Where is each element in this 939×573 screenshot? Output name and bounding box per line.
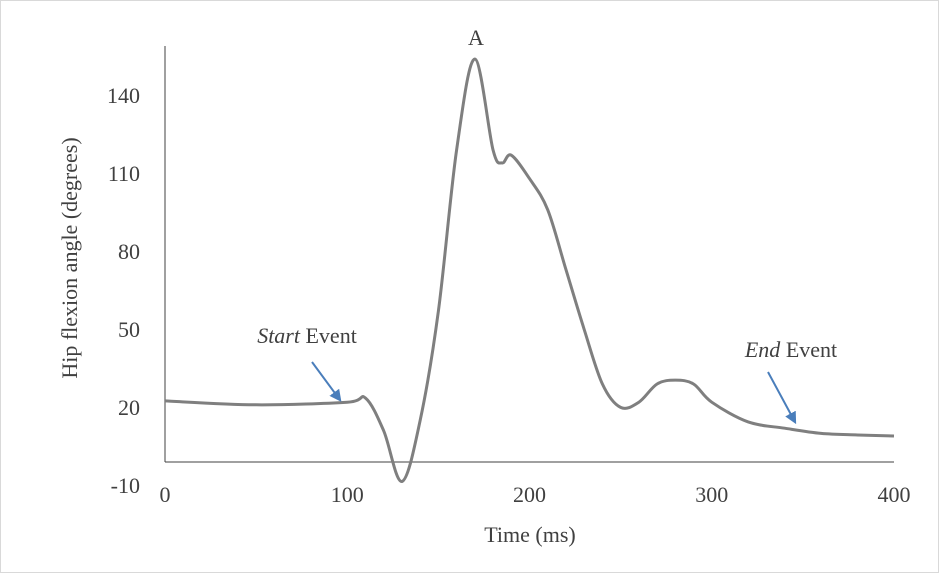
annotation-italic: Start bbox=[257, 323, 301, 348]
y-tick-label: 80 bbox=[118, 239, 140, 264]
x-tick-label: 200 bbox=[513, 482, 546, 507]
annotation: End Event bbox=[744, 337, 837, 362]
y-axis-label: Hip flexion angle (degrees) bbox=[57, 137, 82, 378]
annotation-text: Event bbox=[786, 337, 837, 362]
y-tick-label: 50 bbox=[118, 317, 140, 342]
x-tick-label: 400 bbox=[878, 482, 911, 507]
annotation: A bbox=[468, 25, 484, 50]
y-tick-label: 20 bbox=[118, 395, 140, 420]
annotation-italic: End bbox=[744, 337, 781, 362]
x-tick-label: 100 bbox=[331, 482, 364, 507]
x-tick-label: 0 bbox=[160, 482, 171, 507]
y-tick-label: 140 bbox=[107, 83, 140, 108]
annotation: Start Event bbox=[257, 323, 357, 348]
annotation-arrow bbox=[311, 361, 342, 402]
y-tick-label: -10 bbox=[111, 473, 140, 498]
annotation-text: Event bbox=[305, 323, 356, 348]
x-tick-label: 300 bbox=[695, 482, 728, 507]
y-tick-label: 110 bbox=[108, 161, 140, 186]
annotation-arrow bbox=[767, 371, 797, 425]
x-axis-label: Time (ms) bbox=[484, 522, 575, 547]
data-line bbox=[164, 57, 895, 484]
